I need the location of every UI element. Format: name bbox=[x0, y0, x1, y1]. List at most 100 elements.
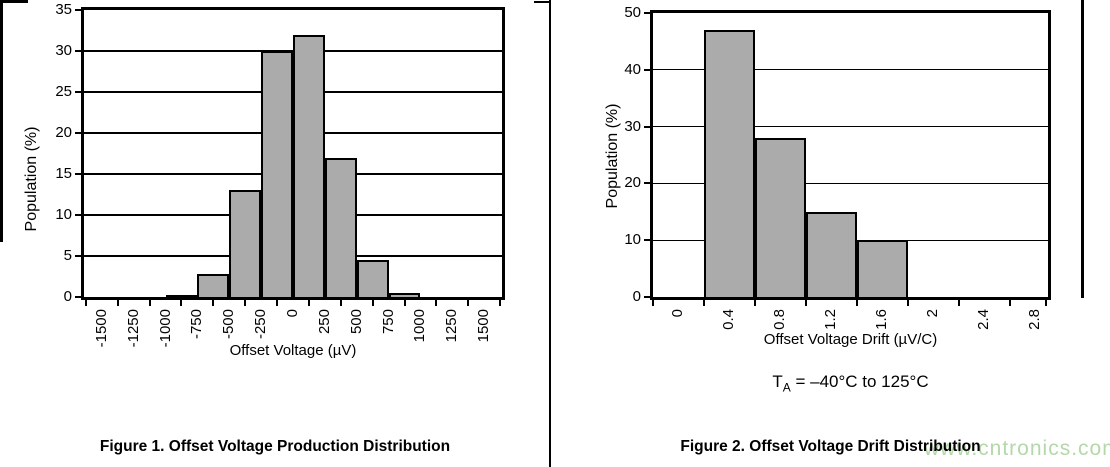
x-axis-tick bbox=[339, 300, 342, 306]
y-tick-label: 20 bbox=[55, 124, 72, 141]
x-tick-label-text: 1.6 bbox=[873, 309, 891, 330]
y-axis-tick bbox=[644, 239, 650, 242]
y-axis-tick bbox=[644, 12, 650, 14]
condition-value: = –40°C to 125°C bbox=[790, 372, 929, 391]
x-axis-tick bbox=[1008, 300, 1011, 306]
y-tick-label: 35 bbox=[55, 1, 72, 18]
y-axis-tick bbox=[75, 50, 81, 52]
x-tick-label-text: 0 bbox=[669, 309, 687, 318]
scan-artifact-top-left-line bbox=[0, 0, 28, 3]
y-axis-tick bbox=[75, 255, 81, 257]
scan-artifact-divider-top-tick bbox=[534, 1, 551, 3]
x-axis-tick bbox=[148, 300, 151, 306]
x-tick-label-text: -250 bbox=[252, 309, 270, 340]
histogram-bar bbox=[324, 158, 357, 297]
x-axis-tick bbox=[435, 300, 438, 306]
x-axis-tick bbox=[957, 300, 960, 306]
x-axis-tick bbox=[371, 300, 374, 306]
y-gridline bbox=[653, 125, 1048, 128]
histogram-bar bbox=[805, 211, 857, 297]
x-axis-tick bbox=[403, 300, 406, 306]
y-axis-tick bbox=[644, 296, 650, 298]
y-tick-label: 0 bbox=[632, 288, 641, 305]
figure2-plot-area: 0 10 20 30 40 50 0 0.4 0.8 1.2 1.6 2 2.4 2.8 bbox=[624, 4, 1051, 330]
x-tick-label-text: -750 bbox=[188, 309, 206, 340]
figure2-test-condition: TA = –40°C to 125°C bbox=[653, 372, 1048, 394]
y-axis-tick bbox=[75, 91, 81, 93]
panel-divider-line bbox=[549, 0, 551, 467]
x-axis-tick bbox=[180, 300, 183, 306]
x-tick-label-text: 750 bbox=[379, 309, 397, 335]
x-axis-tick bbox=[702, 300, 705, 306]
histogram-bar bbox=[229, 190, 262, 297]
x-tick-label-text: 1.2 bbox=[822, 309, 840, 330]
x-axis-tick bbox=[276, 300, 279, 306]
histogram-bar bbox=[261, 51, 293, 297]
x-axis-tick bbox=[467, 300, 470, 306]
x-tick-label-text: 1250 bbox=[443, 309, 461, 343]
y-tick-label: 10 bbox=[624, 231, 641, 249]
y-axis-tick bbox=[644, 68, 650, 71]
histogram-bar bbox=[165, 294, 198, 297]
x-tick-label-text: 500 bbox=[347, 309, 365, 335]
x-axis-tick bbox=[906, 300, 909, 306]
x-axis-tick bbox=[212, 300, 215, 306]
x-tick-label-text: 0 bbox=[284, 309, 301, 318]
x-axis-tick bbox=[84, 300, 87, 306]
figure1-plot-area: 0 5 10 15 20 25 30 35 -1500 -1250 -1000 -750 -500 -25… bbox=[55, 1, 505, 347]
y-gridline bbox=[653, 69, 1048, 71]
x-tick-label-text: 2.4 bbox=[975, 309, 993, 330]
y-axis-tick bbox=[644, 182, 650, 185]
x-tick-label-text: -500 bbox=[220, 309, 238, 340]
figure2-y-axis-title-text: Population (%) bbox=[604, 103, 621, 209]
x-axis-tick bbox=[307, 300, 310, 306]
x-axis-tick bbox=[855, 300, 858, 306]
y-gridline bbox=[653, 182, 1048, 185]
y-axis-tick bbox=[75, 132, 81, 134]
condition-symbol: T bbox=[772, 372, 783, 391]
figure2-x-axis-title: Offset Voltage Drift (µV/C) bbox=[763, 331, 938, 348]
x-tick-label-text: 1500 bbox=[475, 309, 493, 343]
y-tick-label: 25 bbox=[55, 83, 72, 100]
histogram-bar bbox=[754, 137, 806, 297]
histogram-bar bbox=[293, 34, 325, 297]
y-tick-label: 50 bbox=[624, 4, 641, 21]
histogram-bar bbox=[856, 240, 908, 297]
figure2-caption: Figure 2. Offset Voltage Drift Distribut… bbox=[680, 438, 981, 455]
y-axis-tick bbox=[75, 296, 81, 298]
histogram-bar bbox=[197, 274, 230, 297]
x-tick-label-text: 0.8 bbox=[771, 309, 789, 330]
watermark: www.cntronics.com bbox=[924, 437, 1110, 460]
scan-artifact-right-edge-line bbox=[1081, 0, 1084, 298]
y-tick-label: 30 bbox=[624, 117, 641, 135]
histogram-bar bbox=[703, 30, 755, 297]
y-axis-tick bbox=[75, 173, 81, 175]
histogram-bar bbox=[356, 260, 389, 297]
y-tick-label: 10 bbox=[55, 206, 72, 223]
y-axis-tick bbox=[75, 214, 81, 216]
y-tick-label: 0 bbox=[63, 288, 72, 305]
x-axis-tick bbox=[753, 300, 756, 306]
x-axis-tick bbox=[116, 300, 119, 306]
histogram-bar bbox=[388, 292, 421, 297]
figure1-x-axis-title: Offset Voltage (µV) bbox=[229, 342, 357, 359]
x-tick-label-text: 250 bbox=[315, 309, 333, 335]
y-tick-label: 20 bbox=[624, 174, 641, 192]
x-tick-label-text: 0.4 bbox=[720, 309, 738, 330]
x-tick-label-text: 2 bbox=[924, 309, 942, 318]
y-tick-label: 15 bbox=[55, 165, 72, 182]
x-axis-tick bbox=[499, 300, 501, 306]
x-tick-label-text: 1000 bbox=[411, 309, 429, 343]
y-tick-label: 30 bbox=[55, 42, 72, 59]
x-axis-tick bbox=[244, 300, 247, 306]
x-axis-tick bbox=[1045, 300, 1047, 306]
figure1-y-axis-title-text: Population (%) bbox=[23, 126, 40, 232]
y-tick-label: 5 bbox=[63, 247, 72, 264]
x-axis-tick bbox=[652, 300, 654, 306]
x-axis-tick bbox=[804, 300, 807, 306]
y-axis-tick bbox=[75, 9, 81, 11]
figure1-caption: Figure 1. Offset Voltage Production Dist… bbox=[99, 438, 451, 455]
x-tick-label-text: 2.8 bbox=[1026, 309, 1044, 330]
y-tick-label: 40 bbox=[624, 60, 641, 78]
